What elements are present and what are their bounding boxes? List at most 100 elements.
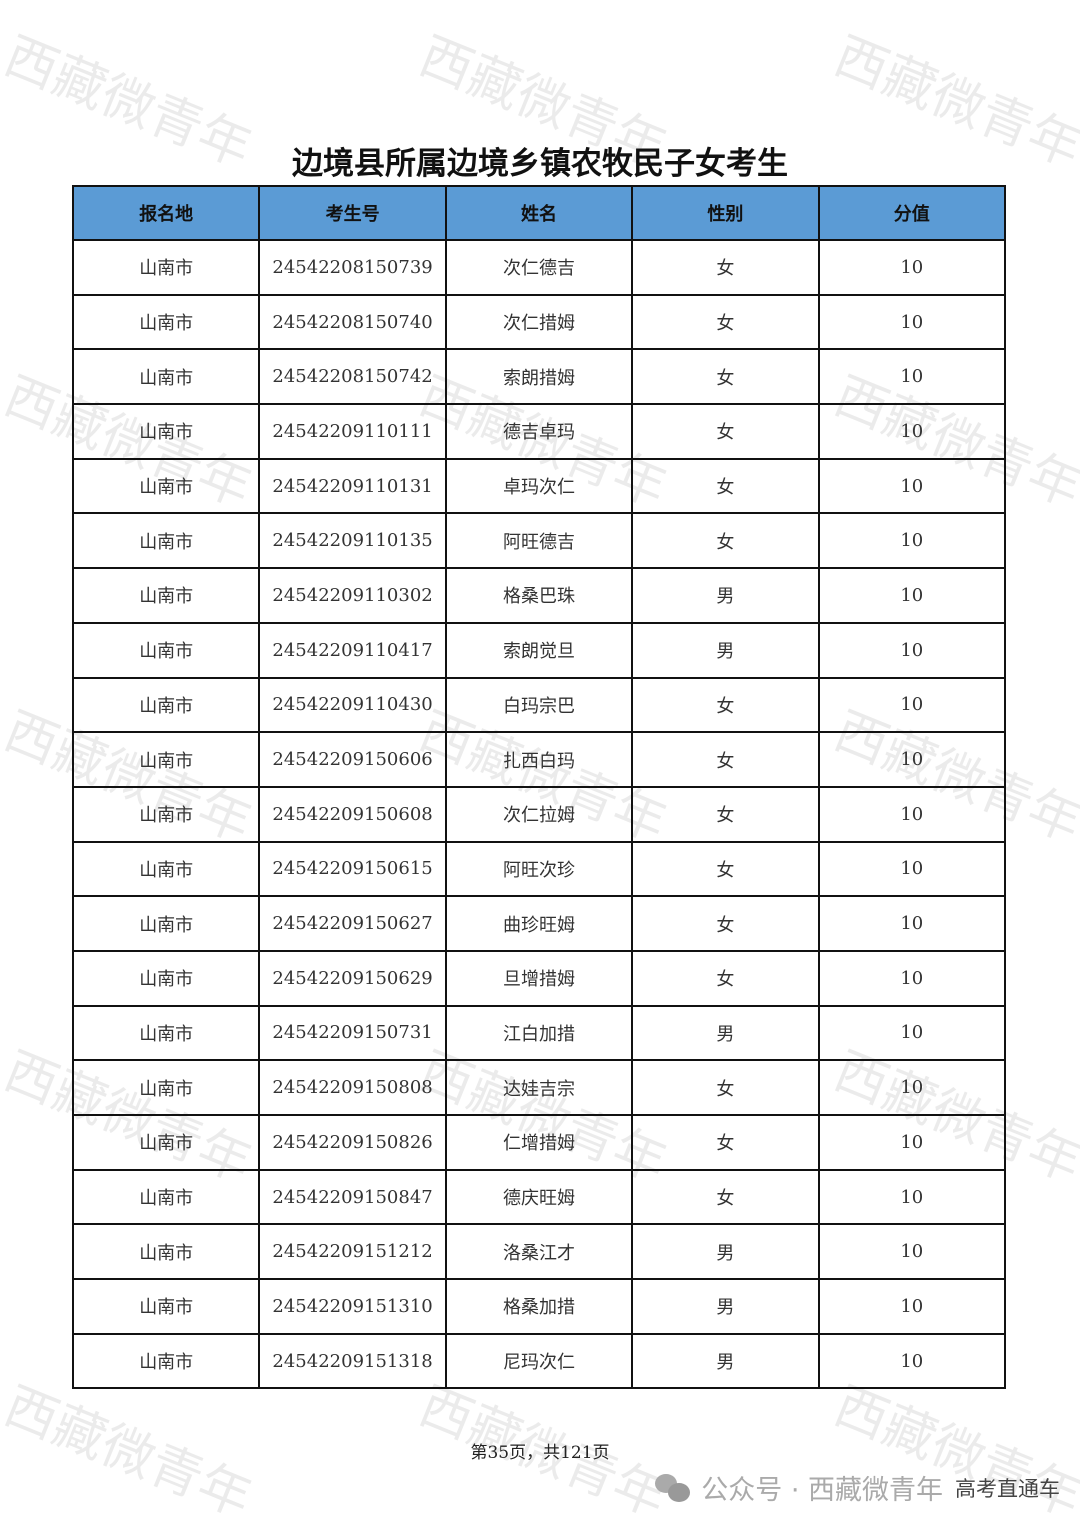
table-cell: 女 bbox=[631, 1168, 820, 1226]
table-cell: 女 bbox=[631, 1114, 820, 1171]
table-cell: 女 bbox=[631, 731, 820, 788]
table-cell: 山南市 bbox=[71, 949, 261, 1007]
table-cell: 山南市 bbox=[71, 293, 261, 351]
table-cell: 旦增措姆 bbox=[444, 949, 634, 1007]
table-cell: 24542209151212 bbox=[258, 1223, 447, 1281]
table-cell: 24542208150742 bbox=[258, 348, 447, 406]
column-header: 报名地 bbox=[71, 185, 261, 241]
table-cell: 10 bbox=[817, 1223, 1007, 1281]
table-cell: 扎西白玛 bbox=[444, 731, 634, 788]
column-header: 性别 bbox=[631, 185, 820, 241]
table-row: 山南市 24542209150808 达娃吉宗女 10 bbox=[71, 1059, 1007, 1116]
table-row: 山南市 24542209110430 白玛宗巴女 10 bbox=[71, 676, 1007, 734]
table-row: 山南市 24542209151318 尼玛次仁男 10 bbox=[71, 1332, 1007, 1390]
table-cell: 女 bbox=[631, 403, 820, 460]
table-cell: 山南市 bbox=[71, 403, 261, 460]
table-cell: 24542209110111 bbox=[258, 403, 447, 460]
table-cell: 10 bbox=[817, 676, 1007, 734]
table-row: 山南市 24542209110302 格桑巴珠男 10 bbox=[71, 567, 1007, 624]
table-row: 山南市 24542209110135 阿旺德吉女 10 bbox=[71, 512, 1007, 570]
table-cell: 山南市 bbox=[71, 567, 261, 624]
table-cell: 10 bbox=[817, 293, 1007, 351]
table-cell: 10 bbox=[817, 239, 1007, 296]
brand-text: 公众号 · 西藏微青年 bbox=[701, 1475, 943, 1506]
page-title: 边境县所属边境乡镇农牧民子女考生 bbox=[292, 146, 788, 182]
table-cell: 24542209110417 bbox=[258, 621, 447, 679]
brand-overlay-text: 高考直通车 bbox=[955, 1476, 1060, 1501]
table-cell: 女 bbox=[631, 512, 820, 570]
table-cell: 山南市 bbox=[71, 1278, 261, 1335]
table-row: 山南市 24542209150627 曲珍旺姆女 10 bbox=[71, 895, 1007, 952]
table-row: 山南市 24542209150629 旦增措姆女 10 bbox=[71, 949, 1007, 1007]
column-header: 分值 bbox=[817, 185, 1007, 241]
table-cell: 24542209150608 bbox=[258, 785, 447, 843]
table-cell: 男 bbox=[631, 567, 820, 624]
table-cell: 阿旺次珍 bbox=[444, 840, 634, 898]
wechat-brand: 公众号 · 西藏微青年 bbox=[655, 1468, 943, 1507]
table-cell: 卓玛次仁 bbox=[444, 457, 634, 515]
table-cell: 山南市 bbox=[71, 1332, 261, 1390]
table-cell: 山南市 bbox=[71, 512, 261, 570]
table-cell: 山南市 bbox=[71, 1114, 261, 1171]
table-cell: 女 bbox=[631, 785, 820, 843]
table-header: 报名地 考生号 姓名 性别 分值 bbox=[71, 185, 1007, 241]
table-cell: 10 bbox=[817, 1332, 1007, 1390]
table-cell: 格桑加措 bbox=[444, 1278, 634, 1335]
table-cell: 索朗措姆 bbox=[444, 348, 634, 406]
table-cell: 次仁措姆 bbox=[444, 293, 634, 351]
table-row: 山南市 24542209150731 江白加措男 10 bbox=[71, 1004, 1007, 1062]
table-cell: 男 bbox=[631, 1223, 820, 1281]
table-cell: 10 bbox=[817, 512, 1007, 570]
table-cell: 24542209150606 bbox=[258, 731, 447, 788]
table-row: 山南市 24542209110131 卓玛次仁女 10 bbox=[71, 457, 1007, 515]
table-cell: 山南市 bbox=[71, 239, 261, 296]
table-cell: 阿旺德吉 bbox=[444, 512, 634, 570]
table-cell: 24542209150826 bbox=[258, 1114, 447, 1171]
column-header: 考生号 bbox=[258, 185, 447, 241]
table-cell: 24542209150615 bbox=[258, 840, 447, 898]
table-cell: 白玛宗巴 bbox=[444, 676, 634, 734]
table-cell: 曲珍旺姆 bbox=[444, 895, 634, 952]
table-cell: 山南市 bbox=[71, 731, 261, 788]
table-cell: 24542209150808 bbox=[258, 1059, 447, 1116]
table-row: 山南市 24542209110417 索朗觉旦男 10 bbox=[71, 621, 1007, 679]
table-cell: 10 bbox=[817, 1114, 1007, 1171]
table-cell: 山南市 bbox=[71, 457, 261, 515]
table-cell: 10 bbox=[817, 1168, 1007, 1226]
table-cell: 男 bbox=[631, 621, 820, 679]
table-row: 山南市 24542208150739 次仁德吉女 10 bbox=[71, 239, 1007, 296]
table-cell: 女 bbox=[631, 348, 820, 406]
table-cell: 24542209110430 bbox=[258, 676, 447, 734]
table-row: 山南市 24542209151212 洛桑江才男 10 bbox=[71, 1223, 1007, 1281]
table-cell: 女 bbox=[631, 949, 820, 1007]
table-cell: 德庆旺姆 bbox=[444, 1168, 634, 1226]
table-cell: 24542209150731 bbox=[258, 1004, 447, 1062]
table-cell: 10 bbox=[817, 731, 1007, 788]
brand-row: 公众号 · 西藏微青年 高考直通车 bbox=[655, 1468, 1060, 1507]
table-cell: 仁增措姆 bbox=[444, 1114, 634, 1171]
table-cell: 女 bbox=[631, 895, 820, 952]
table-cell: 10 bbox=[817, 1278, 1007, 1335]
table-cell: 24542208150739 bbox=[258, 239, 447, 296]
column-header: 姓名 bbox=[444, 185, 634, 241]
table-cell: 10 bbox=[817, 840, 1007, 898]
table-cell: 24542209150847 bbox=[258, 1168, 447, 1226]
table-cell: 10 bbox=[817, 895, 1007, 952]
table-cell: 山南市 bbox=[71, 676, 261, 734]
table-cell: 10 bbox=[817, 1059, 1007, 1116]
table-cell: 男 bbox=[631, 1278, 820, 1335]
table-cell: 德吉卓玛 bbox=[444, 403, 634, 460]
table-cell: 尼玛次仁 bbox=[444, 1332, 634, 1390]
table-cell: 次仁拉姆 bbox=[444, 785, 634, 843]
table-cell: 24542209110131 bbox=[258, 457, 447, 515]
table-cell: 24542208150740 bbox=[258, 293, 447, 351]
table-row: 山南市 24542209150615 阿旺次珍女 10 bbox=[71, 840, 1007, 898]
table-cell: 索朗觉旦 bbox=[444, 621, 634, 679]
table-cell: 10 bbox=[817, 403, 1007, 460]
table-cell: 洛桑江才 bbox=[444, 1223, 634, 1281]
table-cell: 女 bbox=[631, 1059, 820, 1116]
table-row: 山南市 24542209150847 德庆旺姆女 10 bbox=[71, 1168, 1007, 1226]
table-row: 山南市 24542209110111 德吉卓玛女 10 bbox=[71, 403, 1007, 460]
page-number: 第35页，共121页 bbox=[470, 1443, 610, 1463]
table-cell: 24542209151318 bbox=[258, 1332, 447, 1390]
